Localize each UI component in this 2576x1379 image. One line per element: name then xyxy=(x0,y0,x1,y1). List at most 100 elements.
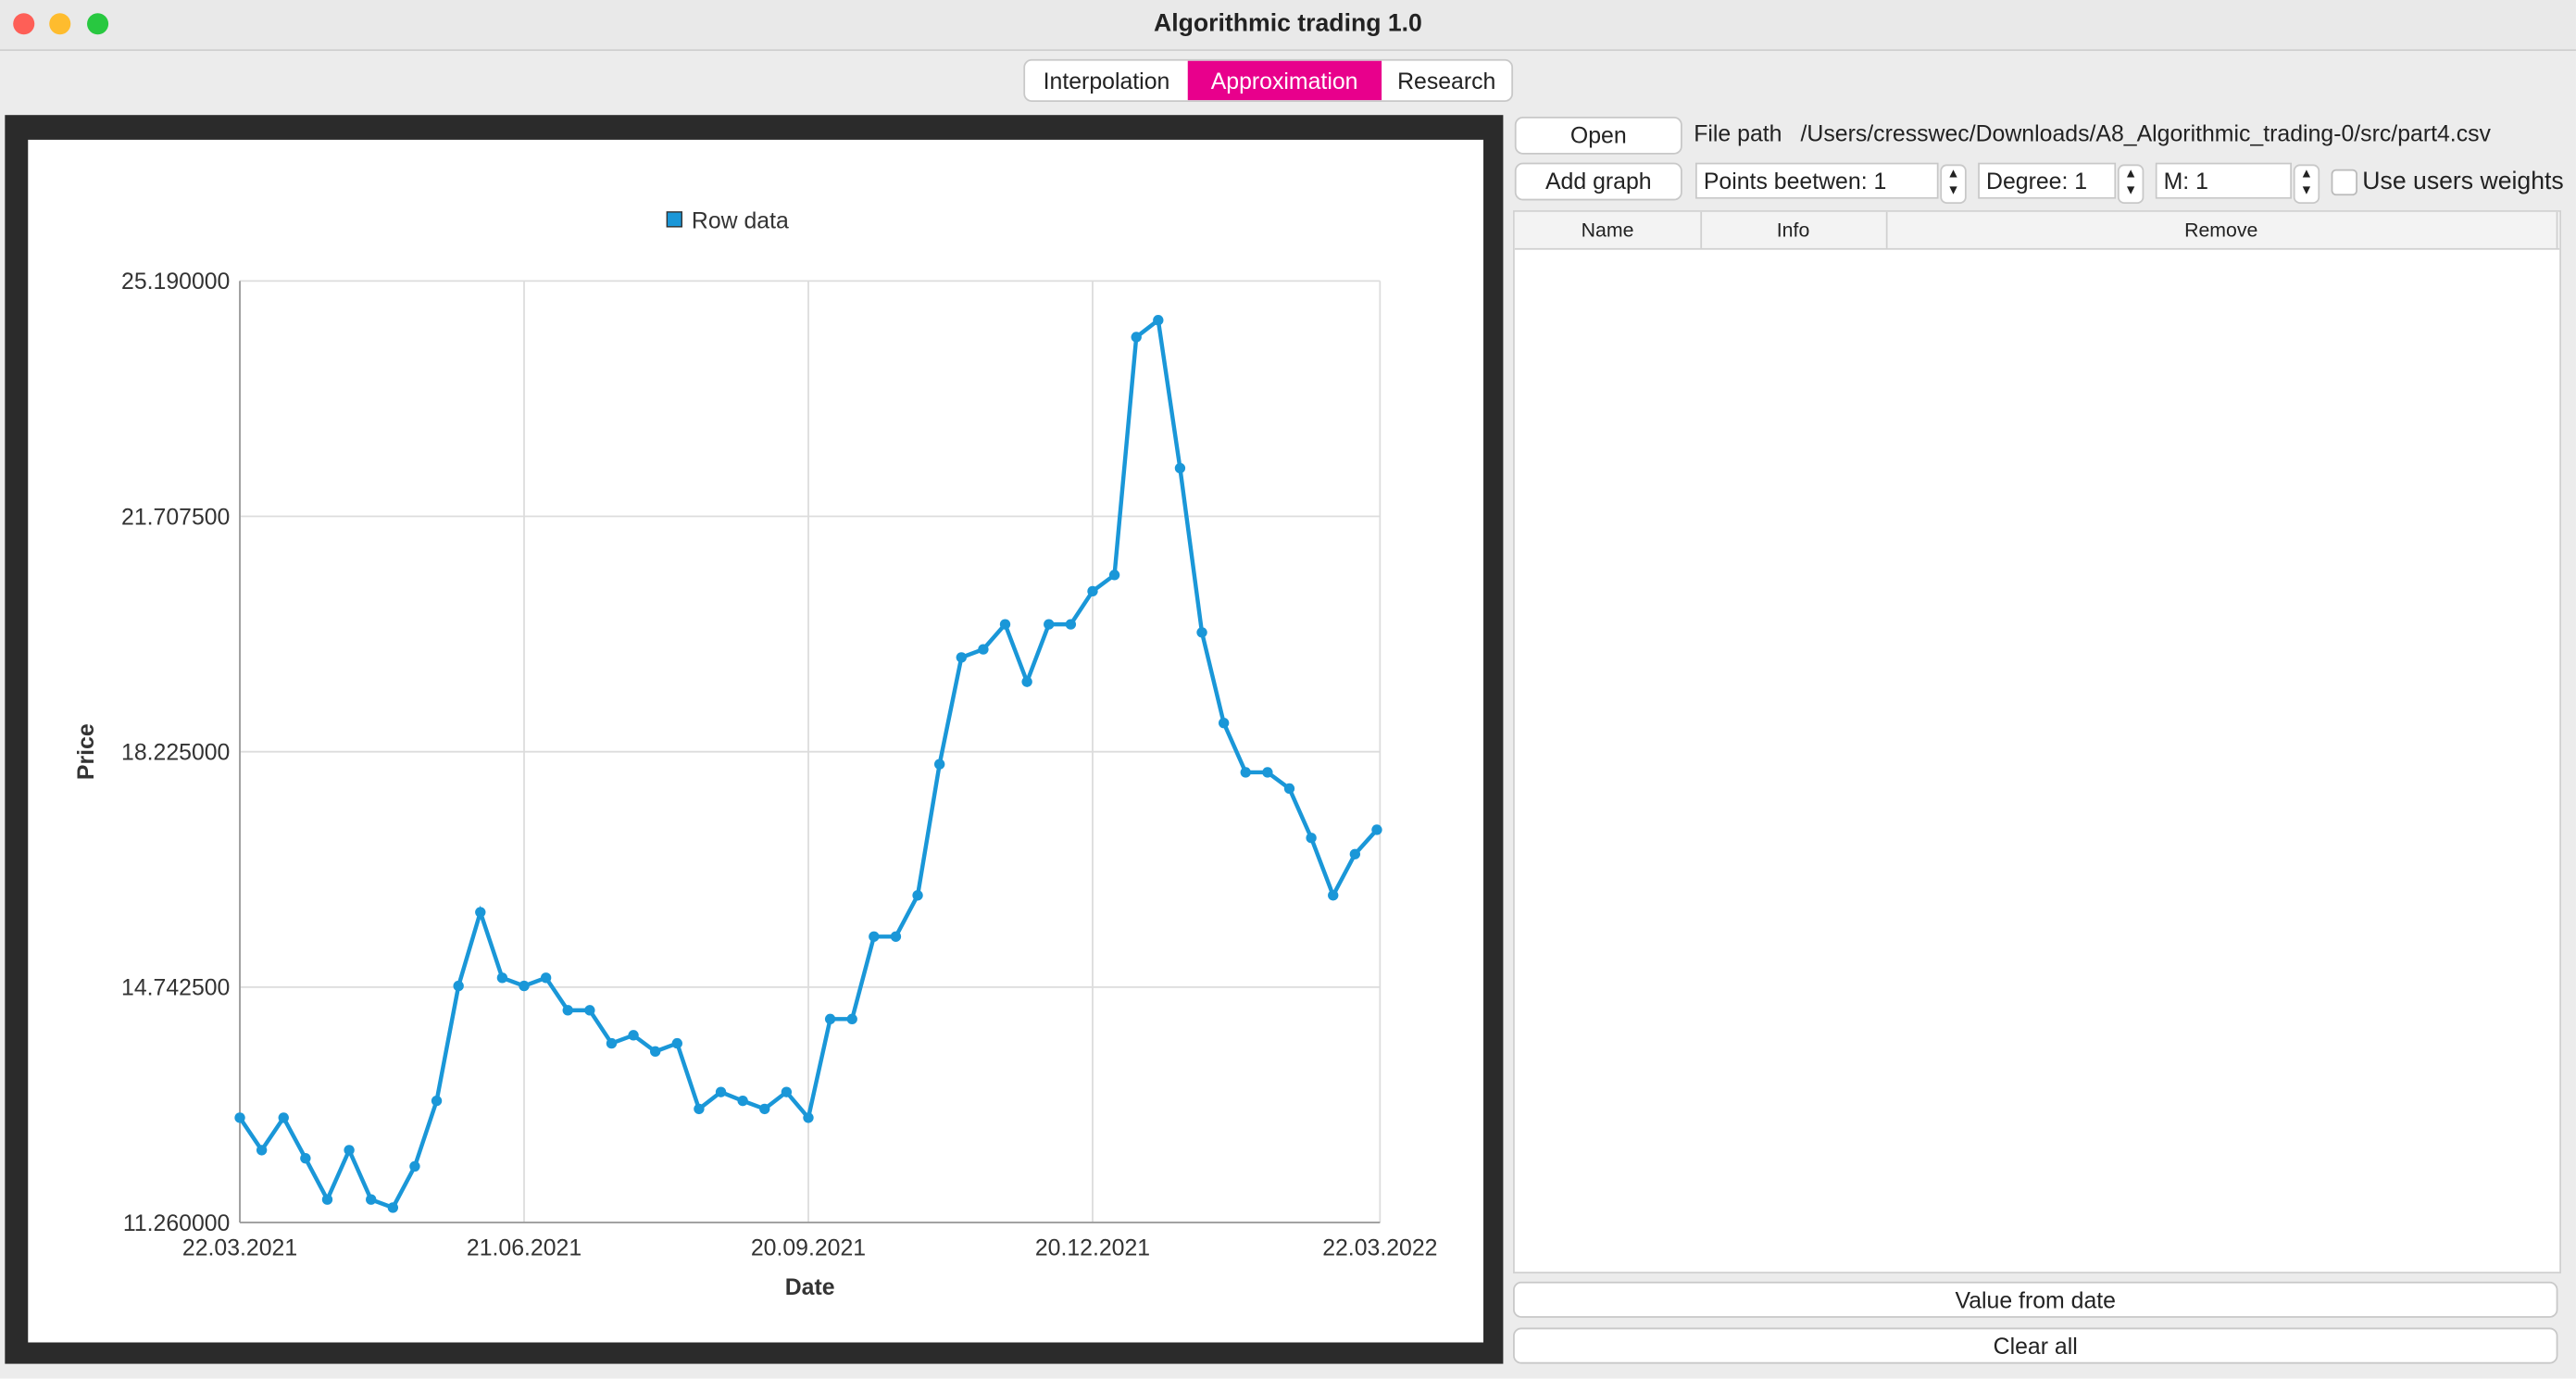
spin-arrows[interactable]: ▲ ▼ xyxy=(2293,164,2320,205)
data-point xyxy=(431,1095,443,1107)
data-point xyxy=(1065,619,1077,630)
title-bar: Algorithmic trading 1.0 xyxy=(0,0,2576,52)
graph-table: Name Info Remove xyxy=(1513,210,2561,1274)
data-point xyxy=(256,1145,268,1156)
data-point xyxy=(344,1145,355,1156)
y-tick-label: 11.260000 xyxy=(123,1211,231,1236)
legend-label: Row data xyxy=(692,209,789,234)
spin-arrows[interactable]: ▲ ▼ xyxy=(2117,164,2145,205)
data-point xyxy=(890,931,902,942)
data-point xyxy=(1174,462,1186,474)
legend-swatch xyxy=(666,211,683,228)
data-point xyxy=(300,1152,311,1164)
chart-frame: 11.260000 14.742500 18.225000 21.707500 25.1… xyxy=(5,115,1504,1364)
column-header[interactable]: Remove xyxy=(1886,211,2558,248)
x-tick-label: 22.03.2021 xyxy=(182,1235,297,1260)
data-point xyxy=(1021,676,1032,687)
window-title: Algorithmic trading 1.0 xyxy=(1154,9,1422,38)
x-tick-label: 22.03.2022 xyxy=(1322,1235,1437,1260)
data-point xyxy=(694,1103,705,1115)
minimize-button[interactable] xyxy=(49,13,71,35)
close-button[interactable] xyxy=(13,13,35,35)
x-tick-label: 20.09.2021 xyxy=(751,1235,866,1260)
data-point xyxy=(234,1112,245,1123)
tab[interactable]: Research xyxy=(1397,67,1496,94)
tab-bar: Interpolation Approximation Research xyxy=(1023,58,1514,103)
data-point xyxy=(803,1112,814,1123)
column-header[interactable]: Name xyxy=(1515,211,1703,248)
x-tick-label: 21.06.2021 xyxy=(467,1235,581,1260)
data-point xyxy=(999,619,1011,630)
data-point xyxy=(1328,890,1339,901)
data-point xyxy=(912,890,923,901)
chart-background xyxy=(28,139,1484,1343)
data-point xyxy=(1131,332,1142,343)
spinbox-text: Points beetwen: 1 xyxy=(1703,167,1887,194)
file-path: /Users/cresswec/Downloads/A8_Algorithmic… xyxy=(1800,119,2491,146)
data-point xyxy=(846,1013,857,1025)
data-point xyxy=(606,1037,618,1049)
value-from-date-button[interactable]: Value from date xyxy=(1513,1281,2558,1318)
clear-all-button[interactable]: Clear all xyxy=(1513,1327,2558,1364)
file-path-label: File path xyxy=(1694,119,1782,146)
open-button[interactable]: Open xyxy=(1514,116,1682,155)
m-spinbox[interactable]: M: 1 ▲ ▼ xyxy=(2155,162,2320,205)
y-axis-title: Price xyxy=(74,723,99,780)
degree-spinbox[interactable]: Degree: 1 ▲ ▼ xyxy=(1978,162,2145,205)
x-tick-label: 20.12.2021 xyxy=(1035,1235,1150,1260)
tab-selected[interactable]: Approximation xyxy=(1187,60,1382,101)
zoom-button[interactable] xyxy=(87,13,109,35)
data-point xyxy=(1262,767,1273,778)
x-axis-title: Date xyxy=(785,1275,835,1300)
data-point xyxy=(475,907,486,918)
y-tick-label: 21.707500 xyxy=(121,505,230,530)
data-point xyxy=(387,1202,399,1213)
y-tick-label: 14.742500 xyxy=(121,976,230,1001)
data-point xyxy=(671,1037,682,1049)
data-point xyxy=(1371,824,1382,835)
data-point xyxy=(781,1086,793,1097)
data-point xyxy=(540,972,552,984)
data-point xyxy=(584,1005,595,1016)
checkbox-label: Use users weights xyxy=(2362,167,2564,196)
data-point xyxy=(1087,585,1098,597)
data-point xyxy=(453,980,464,992)
data-point xyxy=(956,652,967,663)
chart: 11.260000 14.742500 18.225000 21.707500 25.1… xyxy=(28,139,1484,1343)
data-point xyxy=(321,1194,333,1205)
data-point xyxy=(1153,315,1164,326)
add-graph-button[interactable]: Add graph xyxy=(1514,162,1682,201)
spin-arrows[interactable]: ▲ ▼ xyxy=(1940,164,1967,205)
data-point xyxy=(409,1160,420,1172)
data-point xyxy=(278,1112,289,1123)
data-point xyxy=(978,644,989,655)
data-point xyxy=(1283,783,1295,795)
spinbox-text: M: 1 xyxy=(2163,167,2208,194)
data-point xyxy=(366,1194,377,1205)
column-header[interactable]: Info xyxy=(1700,211,1888,248)
data-point xyxy=(933,758,945,770)
data-point xyxy=(869,931,880,942)
data-point xyxy=(737,1095,748,1107)
data-point xyxy=(519,980,530,992)
data-point xyxy=(1108,570,1120,581)
data-point xyxy=(496,972,508,984)
table-header: Name Info Remove xyxy=(1514,211,2560,250)
checkbox[interactable] xyxy=(2331,169,2357,196)
data-point xyxy=(824,1013,836,1025)
data-point xyxy=(1218,718,1230,729)
spinbox-text: Degree: 1 xyxy=(1986,167,2088,194)
y-tick-label: 25.190000 xyxy=(121,270,230,295)
data-point xyxy=(1240,767,1251,778)
data-point xyxy=(1306,833,1317,844)
data-point xyxy=(628,1030,639,1041)
tab[interactable]: Interpolation xyxy=(1043,67,1170,94)
data-point xyxy=(1196,627,1207,638)
data-point xyxy=(1349,848,1361,859)
data-point xyxy=(715,1086,727,1097)
data-point xyxy=(1044,619,1055,630)
data-point xyxy=(562,1005,573,1016)
y-tick-label: 18.225000 xyxy=(121,741,230,766)
points-between-spinbox[interactable]: Points beetwen: 1 ▲ ▼ xyxy=(1694,162,1967,205)
